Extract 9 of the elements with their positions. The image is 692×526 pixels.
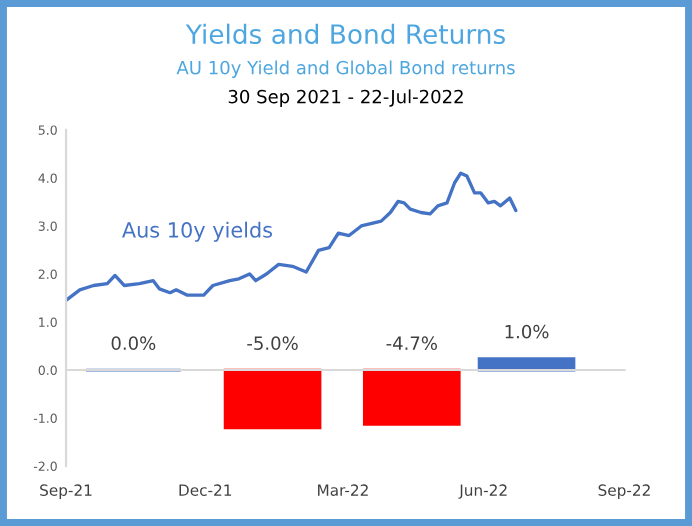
data-label: -5.0% (247, 336, 298, 350)
line-series (66, 171, 518, 303)
data-label: 0.0% (111, 336, 156, 350)
data-label: 1.0% (505, 324, 549, 339)
text: 30 Sep 2021 - 22-Jul-2022 (228, 89, 463, 107)
data-label: -4.7% (386, 336, 437, 350)
chart-title: Yields and Bond Returns (185, 23, 505, 45)
chart-subtitle: AU 10y Yield and Global Bond returns (176, 60, 515, 78)
series-label: Aus 10y yields (122, 221, 273, 242)
